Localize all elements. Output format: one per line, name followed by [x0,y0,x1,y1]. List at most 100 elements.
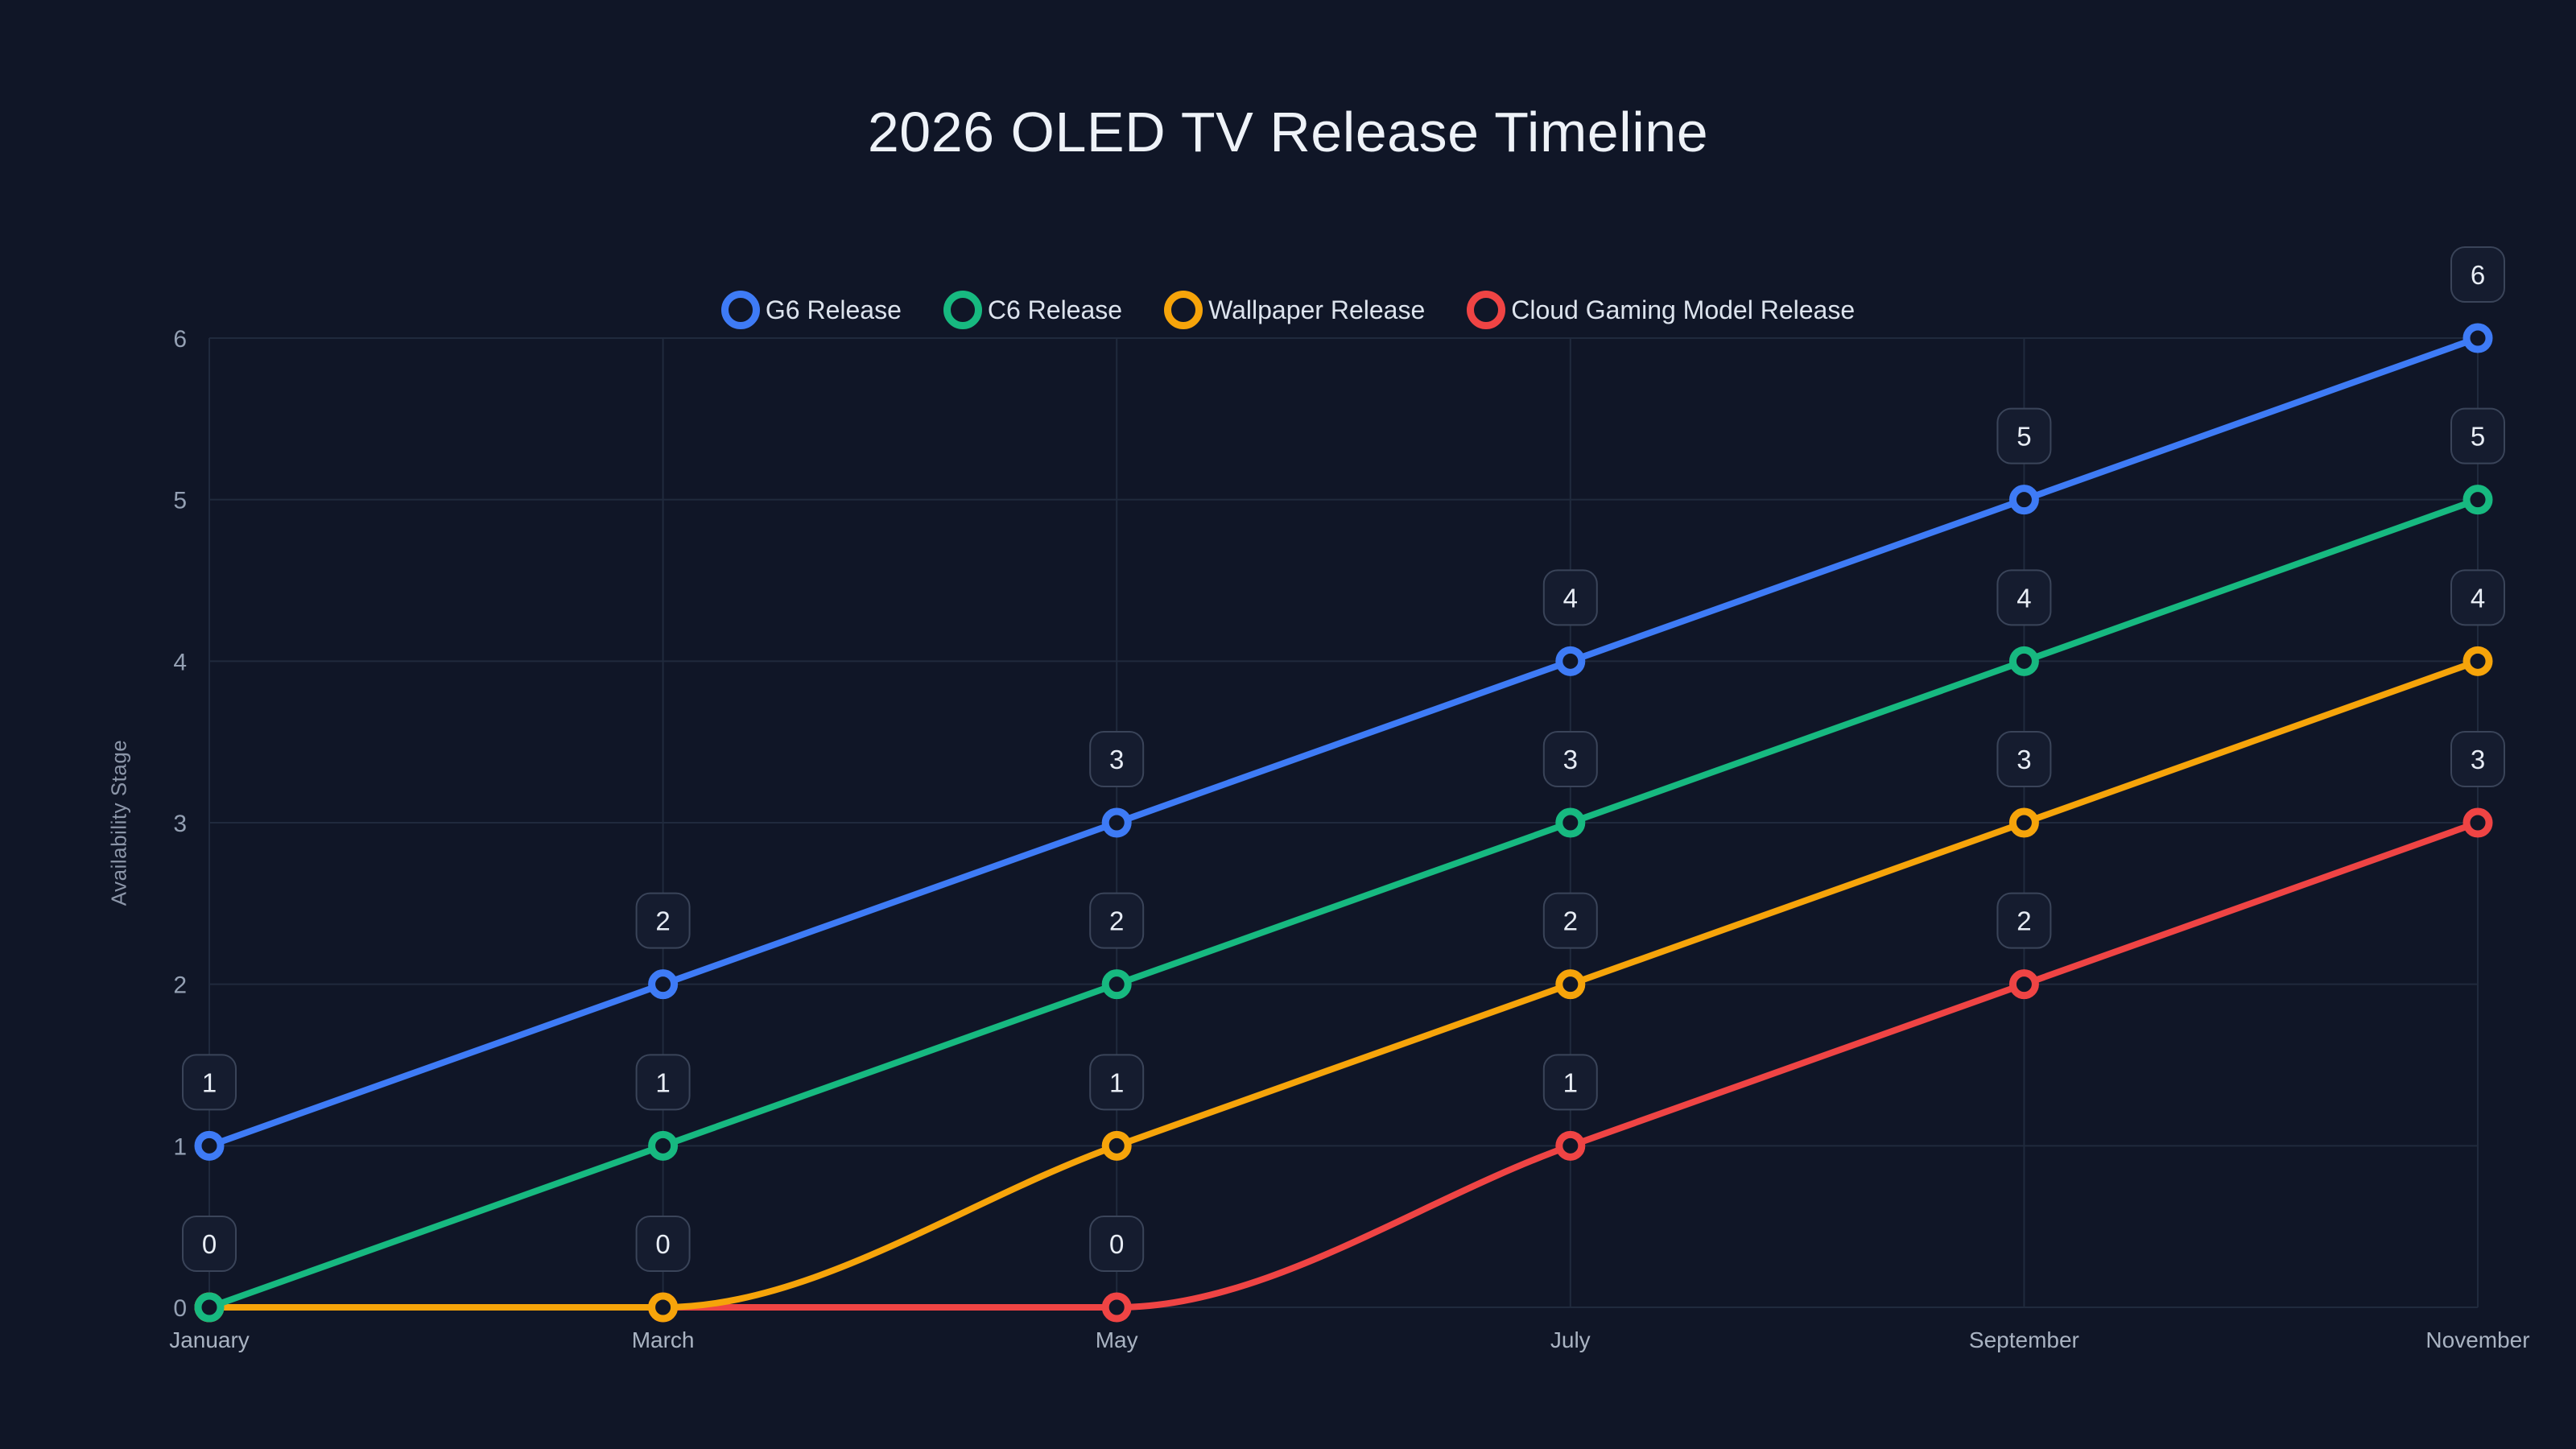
y-axis-tick-label: 5 [173,488,187,514]
y-axis-tick-label: 1 [173,1133,187,1160]
data-label-value: 1 [202,1067,217,1097]
data-point-marker[interactable] [1101,807,1132,838]
data-label-badge [2450,246,2505,303]
data-label-badge [1996,892,2052,949]
data-label-value: 4 [2017,583,2031,613]
data-point-marker[interactable] [194,1130,225,1161]
x-axis-tick-label: March [632,1327,695,1352]
data-point-marker[interactable] [2008,646,2039,676]
data-label-badge [1996,731,2052,787]
data-point-marker[interactable] [1555,969,1586,1000]
data-label-badge [1089,1216,1145,1272]
y-axis-tick-label: 3 [173,811,187,837]
data-labels: 1 2 3 4 5 6 0 1 2 3 4 5 0 1 2 3 4 0 1 2 3 [182,246,2505,1272]
data-label-value: 4 [1563,583,1578,613]
data-point-marker[interactable] [2462,807,2493,838]
data-point-marker[interactable] [648,969,679,1000]
data-point-marker[interactable] [2008,485,2039,515]
series-c6-release [194,485,2493,1323]
legend-item-g6-release[interactable]: G6 Release [720,291,902,329]
x-axis-tick-label: September [1969,1327,2079,1352]
legend-ring-icon [1164,291,1203,329]
data-label-badge [1089,892,1145,949]
data-label-value: 5 [2471,422,2485,452]
data-label-value: 3 [1563,745,1578,774]
legend-ring-icon [720,291,760,329]
data-point-marker[interactable] [2462,646,2493,676]
x-axis-ticks: January March May July September November [169,1327,2529,1352]
legend-item-wallpaper-release[interactable]: Wallpaper Release [1164,291,1425,329]
series-line [206,335,2481,1150]
data-point-marker[interactable] [1101,1130,1132,1161]
x-axis-tick-label: November [2425,1327,2529,1352]
data-label-value: 0 [202,1229,217,1259]
series-g6-release [194,323,2493,1161]
data-label-value: 1 [1109,1067,1124,1097]
x-axis-tick-label: May [1096,1327,1138,1352]
data-label-value: 3 [2017,745,2031,774]
data-label-badge [2450,407,2505,464]
x-axis-tick-label: January [169,1327,250,1352]
data-label-value: 5 [2017,422,2031,452]
legend-ring-icon [943,291,982,329]
data-point-marker[interactable] [194,1292,225,1323]
data-label-value: 2 [655,906,670,936]
data-label-value: 1 [655,1067,670,1097]
data-label-badge [2450,569,2505,626]
y-axis-tick-label: 4 [173,649,187,675]
legend-item-cloud-gaming-model-release[interactable]: Cloud Gaming Model Release [1467,291,1855,329]
data-label-badge [1542,1054,1598,1111]
data-label-value: 2 [1109,906,1124,936]
data-label-badge [182,1216,237,1272]
data-point-marker[interactable] [2008,969,2039,1000]
data-label-value: 0 [1109,1229,1124,1259]
data-label-badge [1996,407,2052,464]
data-point-marker[interactable] [648,1130,679,1161]
y-axis-tick-label: 2 [173,972,187,999]
legend-label: G6 Release [765,295,902,324]
legend-ring-icon [1467,291,1506,329]
x-axis-tick-label: July [1550,1327,1591,1352]
y-axis-ticks: 0 1 2 3 4 5 6 [173,326,187,1322]
data-point-marker[interactable] [1555,807,1586,838]
data-point-marker[interactable] [2462,485,2493,515]
data-label-value: 3 [2471,745,2485,774]
data-point-marker[interactable] [2008,807,2039,838]
data-label-value: 6 [2471,260,2485,290]
y-axis-tick-label: 6 [173,326,187,353]
data-label-value: 2 [1563,906,1578,936]
legend-label: Cloud Gaming Model Release [1511,295,1856,324]
data-label-value: 0 [655,1229,670,1259]
data-label-value: 3 [1109,745,1124,774]
data-label-badge [2450,731,2505,787]
series-line [206,496,2481,1311]
legend-label: C6 Release [987,295,1123,324]
data-point-marker[interactable] [1101,1292,1132,1323]
data-point-marker[interactable] [1101,969,1132,1000]
y-axis-tick-label: 0 [173,1295,187,1322]
legend: G6 Release C6 Release Wallpaper Release Clo… [0,291,2576,329]
data-point-marker[interactable] [648,1292,679,1323]
data-label-badge [635,1216,691,1272]
data-label-value: 2 [2017,906,2031,936]
data-point-marker[interactable] [1555,646,1586,676]
data-point-marker[interactable] [2462,323,2493,353]
data-label-badge [1089,1054,1145,1111]
data-label-badge [635,1054,691,1111]
data-label-badge [1542,569,1598,626]
data-label-value: 1 [1563,1067,1578,1097]
data-label-badge [182,1054,237,1111]
data-label-badge [1089,731,1145,787]
legend-label: Wallpaper Release [1208,295,1426,324]
series-line [206,658,2481,1311]
data-label-badge [1542,892,1598,949]
legend-item-c6-release[interactable]: C6 Release [943,291,1122,329]
chart-title: 2026 OLED TV Release Timeline [867,101,1709,163]
data-label-badge [1542,731,1598,787]
data-label-badge [635,892,691,949]
gridlines [208,337,2479,1308]
data-label-value: 4 [2471,583,2485,613]
data-point-marker[interactable] [1555,1130,1586,1161]
